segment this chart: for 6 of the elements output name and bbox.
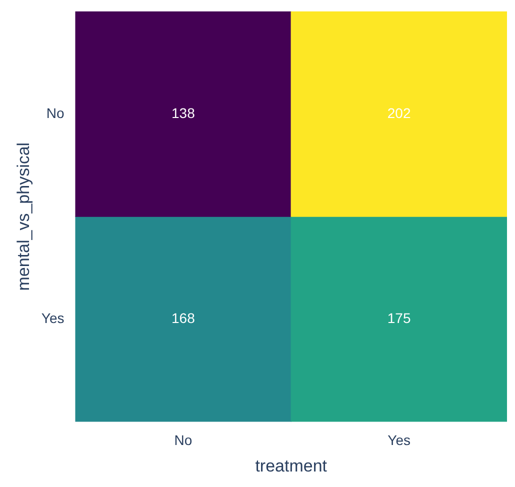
data-label: 138 bbox=[172, 104, 196, 121]
data-label: 168 bbox=[172, 310, 196, 326]
data-label: 175 bbox=[387, 310, 411, 326]
x-axis-title: treatment bbox=[255, 456, 328, 476]
data-label: 202 bbox=[387, 104, 411, 121]
y-axis-title: mental_vs_physical bbox=[14, 142, 33, 291]
